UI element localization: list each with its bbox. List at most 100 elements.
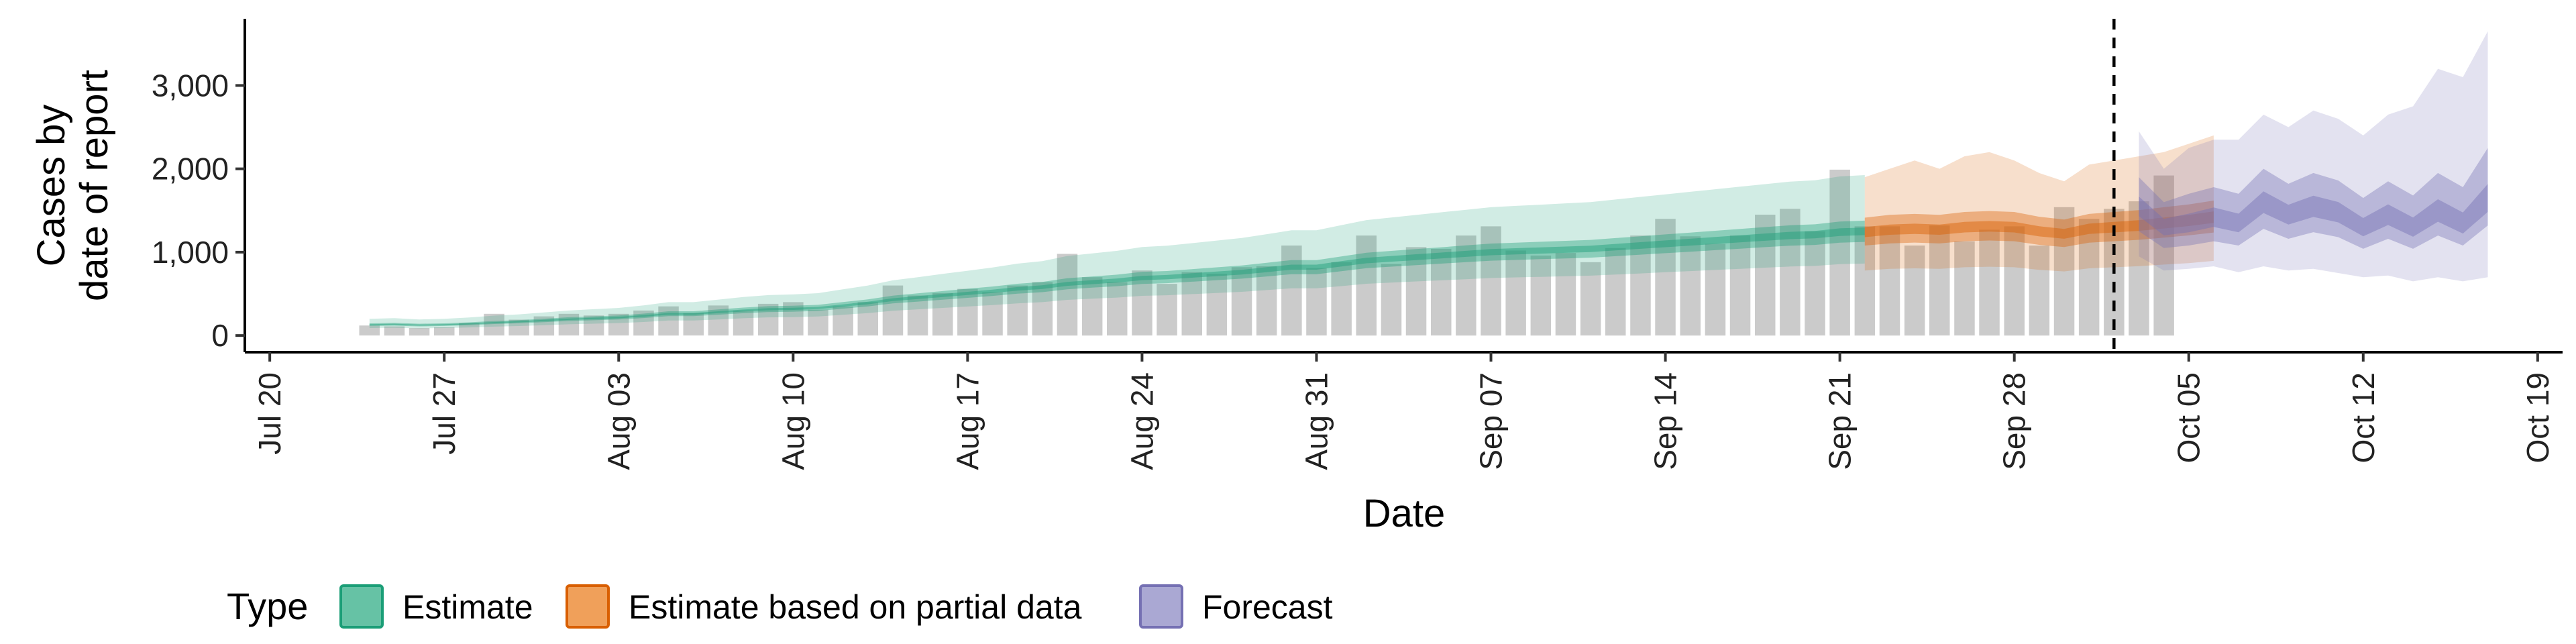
legend-swatch <box>1139 584 1183 629</box>
report-bar <box>1954 241 1975 336</box>
report-bar <box>2078 219 2100 336</box>
report-bar <box>1655 219 1676 336</box>
report-bar <box>1729 235 1751 336</box>
report-bar <box>384 326 405 336</box>
report-bar <box>1456 235 1477 336</box>
report-bar <box>932 292 953 336</box>
ribbon-90 <box>2139 31 2488 282</box>
report-bar <box>957 288 978 336</box>
axes-layer <box>244 19 2563 354</box>
legend-label: Forecast <box>1202 588 1333 626</box>
report-bar <box>833 306 853 336</box>
report-bar <box>1032 282 1053 336</box>
report-bar <box>1431 248 1452 336</box>
report-bar <box>1405 247 1427 336</box>
y-axis-title: Cases bydate of report <box>30 70 116 301</box>
report-bar <box>1904 246 1925 336</box>
x-tick-label: Aug 03 <box>601 372 636 470</box>
report-bar <box>1580 262 1601 336</box>
report-bar <box>558 313 580 336</box>
report-bar <box>2153 175 2174 336</box>
report-bar <box>1281 246 1302 336</box>
report-bar <box>1081 277 1103 336</box>
report-bar <box>1605 248 1626 336</box>
x-tick-label: Oct 19 <box>2520 372 2555 464</box>
report-bar <box>708 305 729 336</box>
ribbon-median <box>2139 184 2488 237</box>
report-bar <box>757 303 779 336</box>
y-tick-label: 2,000 <box>152 152 229 186</box>
legend: Type Estimate Estimate based on partial da… <box>227 584 1333 629</box>
report-bar <box>1680 236 1701 336</box>
report-bar <box>533 316 555 336</box>
report-bar <box>1505 250 1526 336</box>
report-bar <box>2053 207 2075 336</box>
report-bar <box>1007 285 1028 336</box>
ribbon-90 <box>369 175 1865 329</box>
y-tick-label: 3,000 <box>152 68 229 103</box>
report-bar <box>1829 169 1850 336</box>
report-bar <box>633 310 654 336</box>
report-bar <box>907 295 928 336</box>
report-bar <box>1157 284 1177 336</box>
report-bar <box>808 309 828 336</box>
report-bar <box>1331 262 1352 336</box>
legend-title: Type <box>227 585 308 627</box>
x-ticks: Jul 20 Jul 27 Aug 03 Aug 10 Aug 17 Aug 24 Aug … <box>252 352 2555 470</box>
y-tick-label: 0 <box>211 318 229 353</box>
x-tick-label: Sep 14 <box>1648 372 1683 470</box>
report-bar <box>1381 264 1402 336</box>
ribbon-median <box>1864 211 2214 239</box>
report-bar <box>1630 235 1651 336</box>
report-bar <box>1755 215 1776 336</box>
legend-swatch <box>339 584 384 629</box>
report-bar <box>1530 255 1552 336</box>
ribbon-50 <box>2139 148 2488 249</box>
x-tick-label: Sep 07 <box>1474 372 1509 470</box>
x-tick-label: Aug 24 <box>1124 372 1159 470</box>
report-bar <box>459 323 480 336</box>
report-bar <box>1481 226 1501 336</box>
report-bar <box>409 328 430 336</box>
ribbon-median <box>369 227 1865 326</box>
report-bar <box>1181 272 1202 336</box>
y-axis-title-line: Cases by <box>30 105 73 267</box>
report-bar <box>484 313 504 336</box>
legend-swatch <box>566 584 610 629</box>
report-bar <box>434 327 455 336</box>
x-tick-label: Sep 28 <box>1997 372 2032 470</box>
report-bar <box>1780 209 1801 336</box>
report-bar <box>1356 235 1377 336</box>
report-bar <box>1854 226 1876 336</box>
y-tick-label: 1,000 <box>152 235 229 270</box>
report-bar <box>1879 226 1900 336</box>
report-bar <box>359 325 380 336</box>
report-bar <box>1256 266 1277 336</box>
x-tick-label: Sep 21 <box>1823 372 1858 470</box>
report-bar <box>1231 267 1252 336</box>
legend-label: Estimate based on partial data <box>629 588 1082 626</box>
report-bar <box>2029 246 2050 336</box>
ribbon-50 <box>1864 201 2214 248</box>
ribbons-layer <box>369 31 2488 329</box>
report-bar <box>608 313 629 336</box>
x-tick-label: Aug 17 <box>950 372 985 470</box>
report-bar <box>1805 231 1825 336</box>
report-bar <box>882 285 904 336</box>
x-axis-title: Date <box>1363 492 1446 535</box>
x-tick-label: Jul 27 <box>427 372 462 455</box>
report-bar <box>1132 270 1152 336</box>
report-bar <box>2004 226 2025 336</box>
report-bar <box>1555 253 1576 336</box>
report-bar <box>1057 254 1078 336</box>
report-bar <box>508 319 529 336</box>
legend-label: Estimate <box>402 588 533 626</box>
x-tick-label: Oct 05 <box>2171 372 2206 464</box>
bars-layer <box>359 169 2174 336</box>
report-bar <box>1979 229 2000 336</box>
report-bar <box>1206 274 1228 336</box>
report-bar <box>2129 201 2149 336</box>
report-bar <box>982 292 1003 336</box>
report-bar <box>733 310 754 336</box>
